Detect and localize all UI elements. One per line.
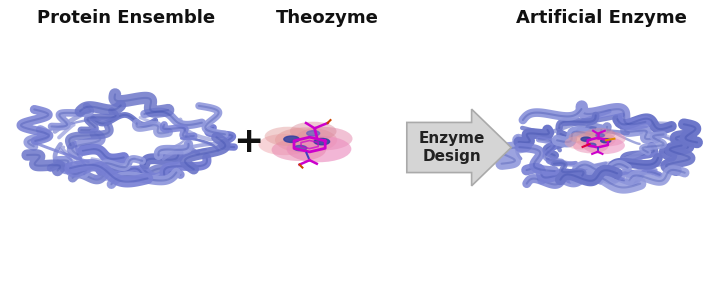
Circle shape xyxy=(271,139,326,161)
Circle shape xyxy=(588,143,596,147)
Circle shape xyxy=(582,137,625,154)
Circle shape xyxy=(600,139,611,143)
Circle shape xyxy=(581,137,591,141)
Circle shape xyxy=(295,127,353,150)
Circle shape xyxy=(573,139,608,153)
Circle shape xyxy=(307,131,320,136)
Circle shape xyxy=(294,145,307,151)
Text: Enzyme
Design: Enzyme Design xyxy=(419,131,485,164)
Circle shape xyxy=(258,134,310,155)
Circle shape xyxy=(585,128,616,140)
Circle shape xyxy=(569,131,599,143)
Circle shape xyxy=(290,122,336,141)
Circle shape xyxy=(564,136,598,150)
Text: Artificial Enzyme: Artificial Enzyme xyxy=(516,9,687,27)
Circle shape xyxy=(275,127,337,153)
Text: Protein Ensemble: Protein Ensemble xyxy=(37,9,215,27)
Circle shape xyxy=(589,131,626,146)
Circle shape xyxy=(287,136,351,162)
Circle shape xyxy=(314,138,330,145)
Circle shape xyxy=(284,136,300,142)
Circle shape xyxy=(265,127,311,146)
Polygon shape xyxy=(407,109,511,186)
Circle shape xyxy=(596,134,604,137)
Circle shape xyxy=(575,132,616,148)
Text: +: + xyxy=(233,124,264,159)
Text: Theozyme: Theozyme xyxy=(276,9,379,27)
